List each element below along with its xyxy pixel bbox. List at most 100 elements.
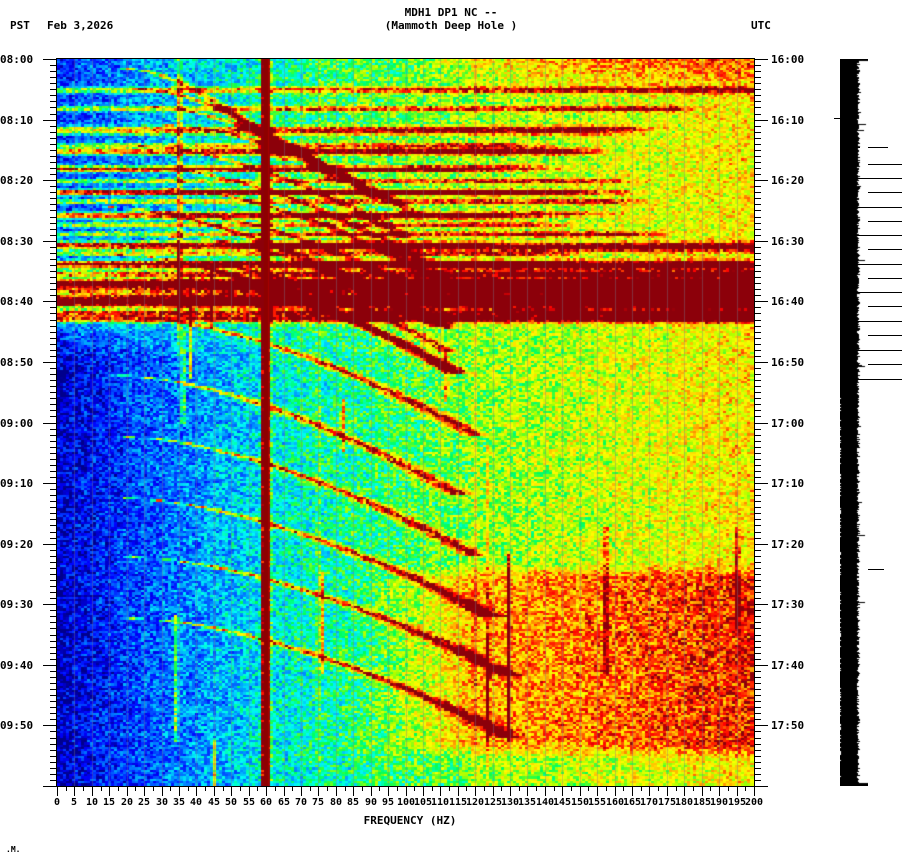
time-tick-minor: [754, 247, 761, 248]
time-tick-minor: [43, 423, 57, 424]
time-tick-minor: [754, 338, 761, 339]
time-tick-minor: [754, 677, 761, 678]
time-tick-minor: [50, 707, 57, 708]
freq-tick: [606, 786, 607, 791]
trace-tick-line: [840, 147, 860, 148]
freq-tick: [397, 786, 398, 791]
time-label-pst: 08:40: [0, 295, 34, 308]
freq-tick: [649, 786, 650, 796]
freq-tick: [188, 786, 189, 791]
time-tick-minor: [43, 665, 57, 666]
corner-mark: .M.: [6, 845, 21, 854]
freq-tick: [284, 786, 285, 796]
trace-tick-line: [840, 321, 902, 322]
freq-tick: [179, 786, 180, 796]
trace-tick-line: [868, 249, 902, 250]
time-tick-minor: [50, 192, 57, 193]
time-tick-minor: [754, 204, 761, 205]
freq-tick: [205, 786, 206, 791]
time-tick-minor: [754, 374, 761, 375]
time-tick-minor: [754, 683, 761, 684]
trace-tick-line: [840, 235, 902, 236]
time-tick-minor: [50, 313, 57, 314]
time-tick-minor: [754, 132, 761, 133]
time-tick-minor: [754, 604, 768, 605]
spectrogram-plot[interactable]: [57, 59, 754, 786]
freq-tick: [127, 786, 128, 796]
time-tick-minor: [754, 471, 761, 472]
trace-tick-line: [840, 379, 902, 380]
time-tick-minor: [754, 229, 761, 230]
time-tick-minor: [50, 441, 57, 442]
time-tick-minor: [754, 725, 768, 726]
freq-label: 15: [103, 797, 116, 808]
time-tick-minor: [50, 168, 57, 169]
time-tick-minor: [50, 198, 57, 199]
trace-tick-line: [868, 569, 884, 570]
time-label-pst: 08:20: [0, 174, 34, 187]
time-tick-minor: [50, 647, 57, 648]
time-tick-minor: [50, 574, 57, 575]
time-tick-minor: [50, 150, 57, 151]
time-tick-minor: [50, 247, 57, 248]
time-tick-minor: [754, 774, 761, 775]
freq-tick: [754, 786, 755, 796]
freq-tick: [466, 786, 467, 791]
time-tick-minor: [50, 738, 57, 739]
time-tick-minor: [50, 404, 57, 405]
freq-tick: [362, 786, 363, 791]
time-tick-minor: [754, 586, 761, 587]
time-tick-minor: [50, 277, 57, 278]
freq-label: 180: [675, 797, 694, 808]
freq-label: 125: [484, 797, 503, 808]
freq-tick: [388, 786, 389, 796]
freq-label: 130: [501, 797, 520, 808]
time-tick-minor: [754, 71, 761, 72]
time-tick-minor: [754, 277, 761, 278]
freq-tick: [676, 786, 677, 791]
time-tick-minor: [754, 101, 761, 102]
time-tick-minor: [50, 338, 57, 339]
time-tick-minor: [43, 725, 57, 726]
time-tick-minor: [43, 483, 57, 484]
time-tick-minor: [754, 780, 761, 781]
freq-tick: [597, 786, 598, 796]
freq-tick: [719, 786, 720, 796]
time-tick-minor: [50, 271, 57, 272]
time-tick-minor: [754, 568, 761, 569]
time-label-pst: 09:30: [0, 598, 34, 611]
time-tick-minor: [50, 525, 57, 526]
time-tick-minor: [43, 604, 57, 605]
freq-label: 155: [588, 797, 607, 808]
time-tick-minor: [754, 126, 761, 127]
freq-label: 115: [449, 797, 468, 808]
freq-tick: [406, 786, 407, 796]
time-tick-minor: [754, 744, 761, 745]
date-label: Feb 3,2026: [47, 19, 114, 32]
time-tick-minor: [50, 750, 57, 751]
freq-label: 100: [397, 797, 416, 808]
freq-tick: [493, 786, 494, 796]
time-tick-minor: [50, 550, 57, 551]
time-tick-minor: [50, 107, 57, 108]
freq-tick: [623, 786, 624, 791]
amplitude-trace: [840, 59, 868, 786]
time-tick-minor: [754, 180, 768, 181]
time-tick-minor: [50, 762, 57, 763]
freq-label: 145: [553, 797, 572, 808]
time-tick-minor: [754, 107, 761, 108]
trace-tick-line: [840, 292, 902, 293]
time-tick-minor: [754, 65, 761, 66]
time-tick-minor: [50, 447, 57, 448]
freq-label: 0: [54, 797, 61, 808]
trace-tick-line: [868, 192, 902, 193]
time-tick-minor: [754, 410, 761, 411]
station-title-line1: MDH1 DP1 NC --: [404, 6, 498, 19]
freq-label: 60: [260, 797, 273, 808]
time-tick-minor: [754, 144, 761, 145]
time-tick-minor: [754, 156, 761, 157]
freq-tick: [527, 786, 528, 796]
trace-tick-line: [840, 569, 856, 570]
time-tick-minor: [50, 101, 57, 102]
freq-tick: [336, 786, 337, 796]
